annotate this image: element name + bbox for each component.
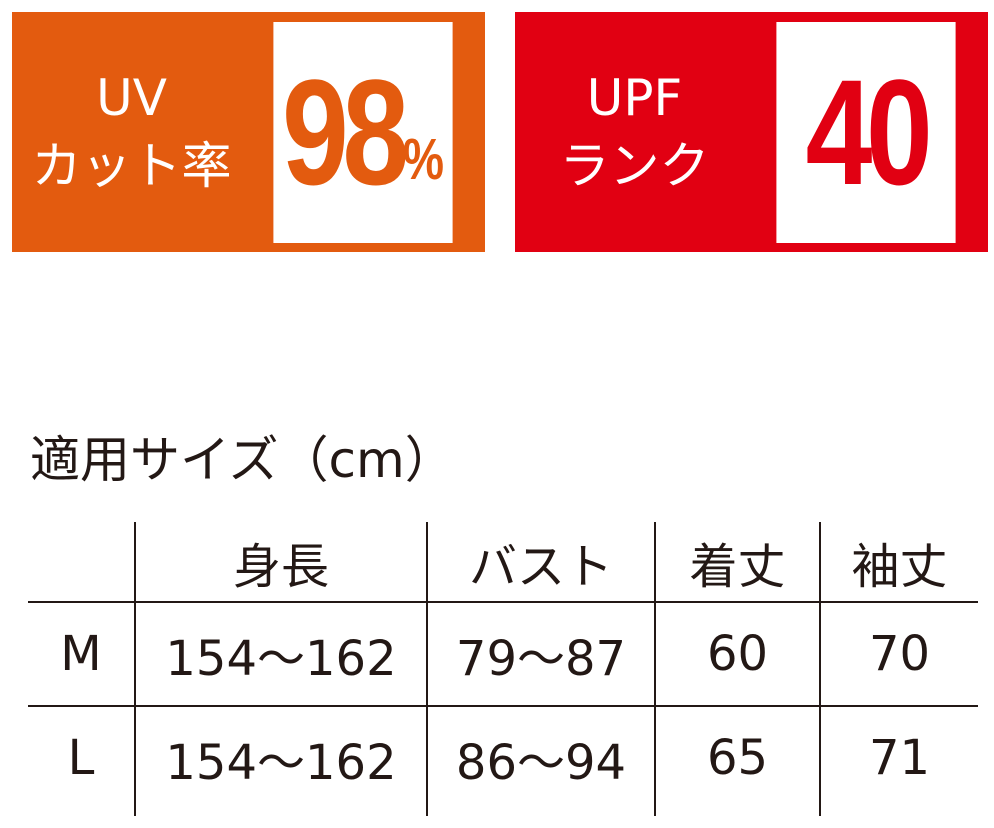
divider <box>28 601 978 603</box>
size-table-title: 適用サイズ（cm） <box>30 431 455 489</box>
upf-rank-badge: UPF ランク 40 <box>515 12 988 252</box>
table-cell: 79～87 <box>455 631 627 687</box>
divider <box>819 522 821 816</box>
label-line1: UPF <box>586 69 683 127</box>
column-header: 着丈 <box>689 539 786 595</box>
label-line2: ランク <box>559 137 710 195</box>
divider <box>426 522 428 816</box>
table-cell: 60 <box>706 626 769 682</box>
unit: % <box>402 127 444 192</box>
table-cell: 154～162 <box>165 631 397 687</box>
uv-cut-rate-badge: UV カット率 98% <box>12 12 485 252</box>
value: 98 <box>282 48 409 216</box>
label-line2: カット率 <box>31 137 232 195</box>
uv-cut-rate-value: 98% <box>273 22 453 243</box>
uv-cut-rate-label: UV カット率 <box>12 12 251 252</box>
table-cell: 154～162 <box>165 735 397 791</box>
table-cell: 70 <box>868 626 931 682</box>
table-cell: 86～94 <box>455 735 627 791</box>
upf-rank-label: UPF ランク <box>515 12 754 252</box>
row-header: M <box>60 626 102 682</box>
upf-rank-value: 40 <box>776 22 956 243</box>
table-cell: 65 <box>706 730 769 786</box>
column-header: 身長 <box>232 539 329 595</box>
table-cell: 71 <box>868 730 931 786</box>
column-header: 袖丈 <box>851 539 948 595</box>
divider <box>654 522 656 816</box>
column-header: バスト <box>468 539 613 595</box>
label-line1: UV <box>96 69 167 127</box>
value: 40 <box>805 48 933 216</box>
row-header: L <box>67 730 95 786</box>
divider <box>28 705 978 707</box>
divider <box>134 522 136 816</box>
